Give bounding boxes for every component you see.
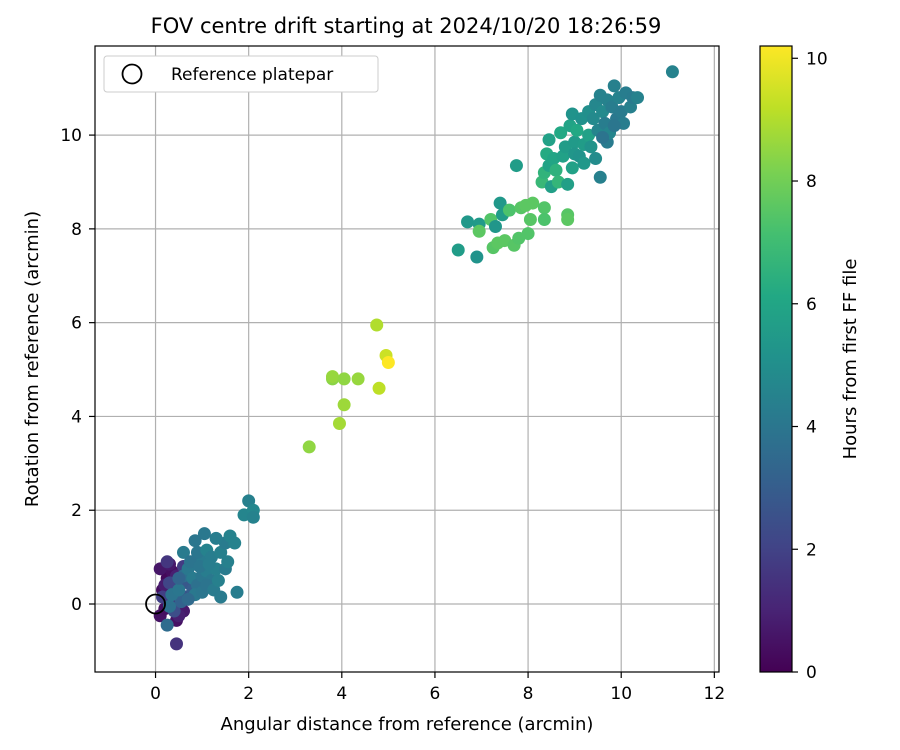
data-point — [351, 372, 365, 386]
data-point — [337, 398, 351, 412]
data-point — [246, 510, 260, 524]
data-point — [472, 224, 486, 238]
legend: Reference platepar — [103, 55, 379, 93]
data-point — [188, 534, 202, 548]
chart-title: FOV centre drift starting at 2024/10/20 … — [151, 14, 662, 38]
data-point — [228, 536, 242, 550]
colorbar-tick-label: 0 — [806, 663, 817, 683]
data-point — [202, 557, 216, 571]
y-axis-label: Rotation from reference (arcmin) — [22, 211, 43, 507]
data-point — [565, 161, 579, 175]
x-axis-ticks: 0 2 4 6 8 10 12 — [150, 672, 725, 704]
data-point — [172, 571, 186, 585]
x-axis-label: Angular distance from reference (arcmin) — [221, 714, 594, 735]
data-point — [370, 318, 384, 332]
data-point — [526, 196, 540, 210]
colorbar-tick-label: 4 — [806, 418, 817, 438]
data-point — [176, 545, 190, 559]
data-point — [181, 592, 195, 606]
y-tick-label: 10 — [60, 126, 82, 146]
colorbar — [759, 45, 793, 673]
data-point — [665, 65, 679, 79]
data-point — [521, 227, 535, 241]
data-point — [593, 170, 607, 184]
colorbar-tick-label: 6 — [806, 295, 817, 315]
colorbar-tick-label: 8 — [806, 172, 817, 192]
data-point — [607, 79, 621, 93]
y-tick-label: 4 — [71, 407, 82, 427]
data-point — [325, 370, 339, 384]
data-point — [372, 381, 386, 395]
x-tick-label: 0 — [150, 684, 161, 704]
data-point — [589, 152, 603, 166]
data-point — [172, 583, 186, 597]
x-tick-label: 10 — [610, 684, 632, 704]
data-point — [451, 243, 465, 257]
x-tick-label: 2 — [243, 684, 254, 704]
data-point — [523, 212, 537, 226]
y-tick-label: 2 — [71, 501, 82, 521]
y-axis-ticks: 0 2 4 6 8 10 — [60, 126, 95, 615]
data-point — [381, 356, 395, 370]
data-point — [607, 119, 621, 133]
data-point — [470, 250, 484, 264]
x-tick-label: 8 — [523, 684, 534, 704]
data-point — [461, 215, 475, 229]
data-point — [493, 196, 507, 210]
data-point — [160, 555, 174, 569]
data-point — [537, 212, 551, 226]
colorbar-tick-label: 10 — [806, 49, 828, 69]
data-point — [209, 531, 223, 545]
reference-platepar-marker — [145, 593, 166, 615]
data-point — [302, 440, 316, 454]
data-points — [153, 65, 679, 651]
x-tick-label: 12 — [704, 684, 726, 704]
data-point — [163, 599, 177, 613]
data-point — [502, 203, 516, 217]
y-tick-label: 6 — [71, 314, 82, 334]
colorbar-ticks: 0 2 4 6 8 10 — [792, 49, 828, 683]
data-point — [488, 220, 502, 234]
data-point — [554, 126, 568, 140]
colorbar-label: Hours from first FF file — [840, 259, 861, 460]
x-tick-label: 4 — [336, 684, 347, 704]
data-point — [584, 140, 598, 154]
data-point — [509, 159, 523, 173]
data-point — [570, 123, 584, 137]
y-tick-label: 8 — [71, 220, 82, 240]
data-point — [537, 201, 551, 215]
data-point — [332, 416, 346, 430]
x-tick-label: 6 — [430, 684, 441, 704]
data-point — [337, 372, 351, 386]
y-tick-label: 0 — [71, 595, 82, 615]
data-point — [542, 133, 556, 147]
plot-frame — [94, 45, 720, 673]
data-point — [577, 156, 591, 170]
data-point — [561, 212, 575, 226]
data-point — [230, 585, 244, 599]
data-point — [160, 618, 174, 632]
data-point — [596, 130, 610, 144]
data-point — [197, 527, 211, 541]
data-point — [631, 91, 645, 105]
data-point — [549, 163, 563, 177]
legend-marker-icon — [121, 63, 143, 85]
data-point — [221, 555, 235, 569]
data-point — [211, 574, 225, 588]
data-point — [586, 112, 600, 126]
colorbar-tick-label: 2 — [806, 540, 817, 560]
data-point — [214, 590, 228, 604]
data-point — [561, 177, 575, 191]
legend-label: Reference platepar — [171, 65, 333, 85]
data-point — [169, 637, 183, 651]
